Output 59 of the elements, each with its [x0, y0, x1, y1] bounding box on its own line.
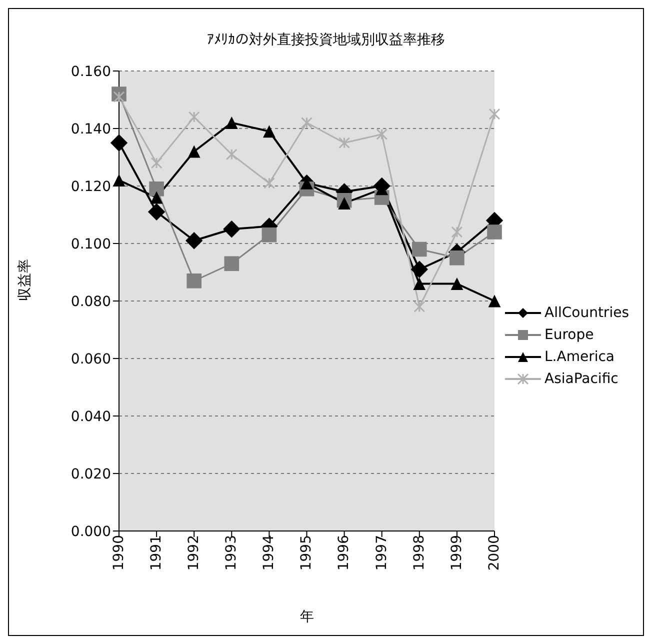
- legend-label: AllCountries: [544, 305, 629, 321]
- x-tick-label: 1990: [110, 535, 127, 571]
- x-tick-label: 1999: [448, 535, 465, 571]
- point: [414, 301, 426, 312]
- x-tick-label: 1994: [261, 534, 278, 571]
- point: [450, 278, 464, 290]
- point: [186, 273, 202, 288]
- point: [149, 181, 164, 196]
- point: [188, 145, 200, 158]
- point: [148, 203, 166, 220]
- point: [186, 232, 203, 250]
- x-tick-label: 1995: [298, 535, 315, 571]
- point: [488, 294, 501, 308]
- x-tick-label: 2000: [486, 535, 502, 571]
- y-tick-label: 0.020: [70, 466, 111, 482]
- point: [410, 260, 428, 278]
- point: [110, 134, 128, 152]
- point: [150, 157, 162, 169]
- x-axis-title: 年: [300, 609, 314, 625]
- point: [338, 197, 350, 210]
- point: [113, 91, 125, 103]
- x-tick-label: 1997: [374, 535, 390, 571]
- point: [263, 177, 275, 189]
- y-axis-title: 収益率: [16, 259, 33, 301]
- point: [487, 224, 502, 240]
- y-tick-label: 0.120: [70, 178, 111, 195]
- y-tick-label: 0.140: [70, 121, 111, 138]
- legend-label: L.America: [544, 349, 614, 365]
- point: [338, 137, 350, 149]
- y-tick-label: 0.060: [70, 351, 111, 368]
- point: [450, 250, 464, 266]
- point: [301, 117, 312, 128]
- x-tick-label: 1992: [186, 535, 202, 571]
- point: [488, 108, 500, 120]
- point: [225, 116, 238, 129]
- x-tick-label: 1998: [411, 535, 428, 571]
- point: [226, 148, 238, 160]
- y-tick-label: 0.160: [70, 64, 111, 80]
- point: [451, 226, 463, 238]
- point: [413, 278, 426, 290]
- chart-title: ｱﾒﾘｶの対外直接投資地域別収益率推移: [206, 31, 446, 50]
- legend-label: Europe: [544, 327, 594, 343]
- point: [263, 125, 276, 138]
- x-tick-label: 1991: [148, 535, 164, 571]
- point: [112, 174, 126, 186]
- point: [376, 128, 388, 140]
- legend-label: AsiaPacific: [544, 371, 618, 387]
- point: [188, 111, 200, 123]
- y-tick-label: 0.000: [70, 524, 111, 540]
- point: [412, 242, 427, 257]
- point: [223, 220, 240, 238]
- x-tick-label: 1996: [336, 534, 352, 571]
- y-tick-label: 0.100: [70, 236, 111, 252]
- y-tick-label: 0.080: [70, 294, 111, 310]
- x-tick-label: 1993: [224, 535, 240, 571]
- point: [262, 227, 277, 242]
- point: [150, 191, 163, 204]
- point: [224, 256, 240, 272]
- y-tick-label: 0.040: [70, 408, 111, 425]
